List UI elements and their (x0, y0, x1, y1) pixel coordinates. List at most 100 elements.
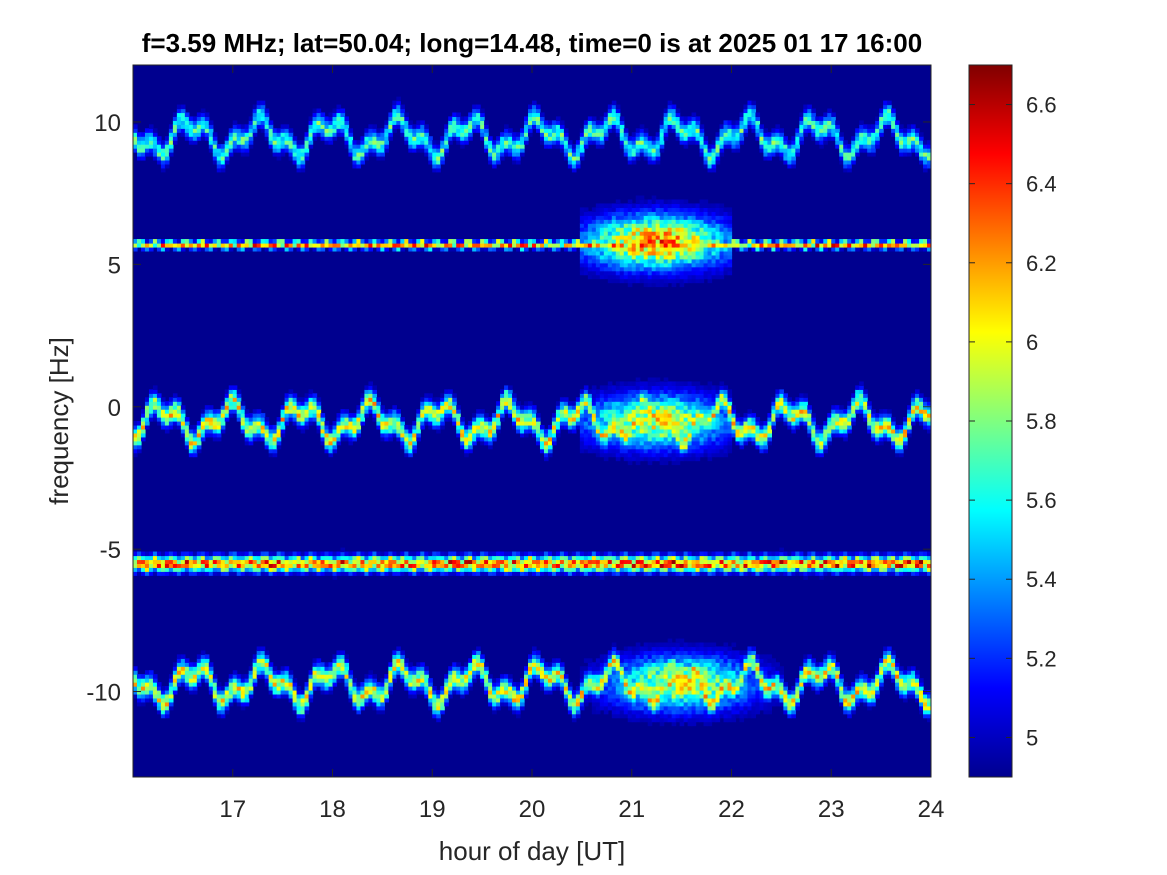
heatmap-cell (188, 424, 194, 430)
heatmap-cell (512, 401, 517, 406)
heatmap-cell (312, 124, 318, 129)
heatmap-cell (639, 211, 645, 216)
heatmap-cell (460, 136, 465, 141)
heatmap-cell (256, 571, 262, 576)
heatmap-cell (304, 405, 310, 410)
heatmap-cell (180, 658, 186, 663)
heatmap-cell (236, 413, 242, 418)
heatmap-cell (547, 432, 553, 438)
heatmap-cell (512, 140, 517, 145)
heatmap-cell (643, 278, 649, 284)
heatmap-cell (368, 144, 373, 149)
heatmap-cell (436, 705, 441, 711)
heatmap-cell (192, 666, 198, 671)
heatmap-cell (551, 239, 557, 244)
heatmap-cell (591, 444, 597, 450)
heatmap-cell (360, 421, 366, 426)
heatmap-cell (460, 693, 465, 699)
heatmap-cell (651, 717, 657, 723)
heatmap-cell (448, 140, 453, 145)
heatmap-cell (651, 219, 657, 224)
heatmap-cell (563, 701, 569, 707)
heatmap-cell (607, 662, 613, 667)
heatmap-cell (651, 567, 657, 572)
heatmap-cell (539, 112, 545, 118)
heatmap-cell (204, 421, 210, 426)
heatmap-cell (619, 140, 625, 145)
heatmap-cell (460, 571, 465, 576)
heatmap-cell (611, 239, 617, 244)
heatmap-cell (508, 693, 513, 699)
heatmap-cell (228, 148, 234, 153)
heatmap-cell (504, 397, 509, 402)
heatmap-cell (567, 689, 573, 695)
heatmap-cell (144, 144, 150, 149)
heatmap-cell (643, 444, 649, 450)
heatmap-cell (583, 215, 589, 220)
heatmap-cell (619, 389, 625, 394)
heatmap-cell (528, 243, 533, 248)
heatmap-cell (268, 444, 274, 450)
heatmap-cell (184, 417, 190, 422)
heatmap-cell (336, 551, 342, 557)
heatmap-cell (172, 128, 178, 133)
heatmap-cell (136, 689, 142, 695)
heatmap-cell (280, 413, 286, 418)
heatmap-cell (635, 270, 641, 276)
heatmap-cell (356, 682, 362, 687)
heatmap-cell (627, 385, 633, 390)
heatmap-cell (304, 555, 310, 561)
heatmap-cell (376, 417, 381, 422)
heatmap-cell (288, 155, 294, 161)
heatmap-cell (432, 417, 437, 422)
heatmap-cell (312, 666, 318, 671)
heatmap-cell (488, 424, 493, 430)
heatmap-cell (643, 274, 649, 280)
heatmap-cell (512, 551, 517, 557)
heatmap-cell (336, 243, 342, 248)
heatmap-cell (204, 670, 210, 675)
heatmap-cell (312, 246, 318, 252)
heatmap-cell (599, 274, 605, 280)
heatmap-cell (512, 144, 517, 149)
heatmap-cell (603, 211, 609, 216)
heatmap-cell (396, 571, 401, 576)
heatmap-cell (360, 136, 366, 141)
heatmap-cell (643, 266, 649, 272)
heatmap-cell (551, 243, 557, 248)
heatmap-cell (579, 689, 585, 695)
heatmap-cell (611, 567, 617, 572)
heatmap-cell (368, 567, 373, 572)
heatmap-cell (555, 421, 561, 426)
heatmap-cell (404, 686, 409, 691)
heatmap-cell (380, 689, 385, 695)
heatmap-cell (312, 132, 318, 137)
heatmap-cell (563, 128, 569, 133)
heatmap-cell (208, 555, 214, 561)
heatmap-cell (456, 567, 461, 572)
heatmap-cell (492, 432, 497, 438)
heatmap-cell (196, 448, 202, 454)
heatmap-cell (344, 682, 350, 687)
heatmap-cell (136, 132, 142, 137)
heatmap-cell (164, 697, 170, 703)
heatmap-cell (400, 112, 405, 118)
heatmap-cell (647, 246, 653, 252)
heatmap-cell (416, 555, 421, 561)
heatmap-cell (480, 136, 485, 141)
heatmap-cell (460, 670, 465, 675)
heatmap-cell (480, 243, 485, 248)
heatmap-cell (615, 266, 621, 272)
heatmap-cell (460, 555, 465, 561)
heatmap-cell (583, 432, 589, 438)
heatmap-cell (168, 555, 174, 561)
heatmap-cell (607, 401, 613, 406)
heatmap-cell (168, 559, 174, 564)
heatmap-cell (364, 693, 370, 699)
heatmap-cell (168, 682, 174, 687)
heatmap-cell (320, 136, 326, 141)
heatmap-cell (332, 563, 338, 568)
heatmap-cell (384, 686, 389, 691)
heatmap-cell (268, 567, 274, 572)
heatmap-cell (571, 424, 577, 430)
